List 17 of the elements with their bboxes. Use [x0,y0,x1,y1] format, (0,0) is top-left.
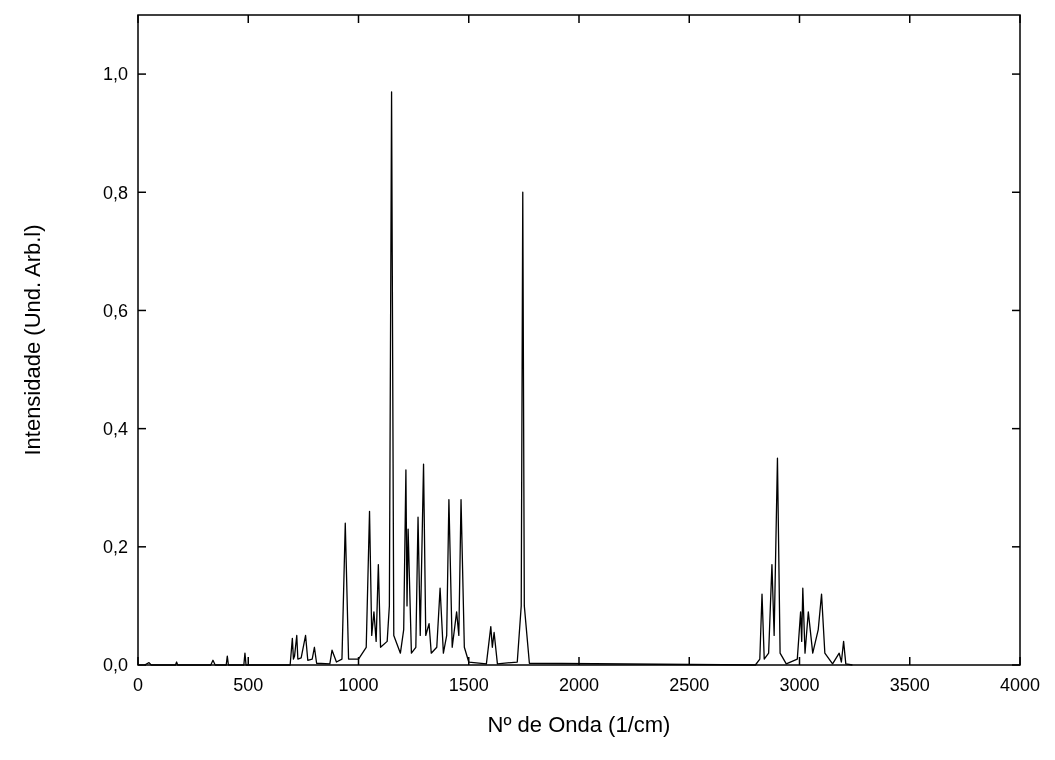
x-tick-label: 3500 [889,675,930,695]
x-tick-label: 4000 [999,675,1041,695]
y-tick-label: 0,4 [102,418,128,439]
y-tick-label: 0,6 [102,300,128,321]
x-tick-label: 3000 [779,675,820,695]
y-tick-label: 0,8 [102,182,128,203]
x-tick-label: 0 [132,675,144,695]
x-tick-label: 1500 [448,675,489,695]
x-tick-label: 2500 [669,675,710,695]
x-axis-title: Nº de Onda (1/cm) [487,712,671,737]
x-tick-label: 2000 [558,675,600,695]
y-tick-label: 1,0 [102,64,128,85]
y-axis-title: Intensidade (Und. Arb.l) [20,224,45,456]
y-tick-label: 0,0 [102,655,128,676]
x-tick-label: 500 [233,675,264,695]
x-tick-label: 1000 [338,675,379,695]
y-tick-label: 0,2 [102,537,128,558]
